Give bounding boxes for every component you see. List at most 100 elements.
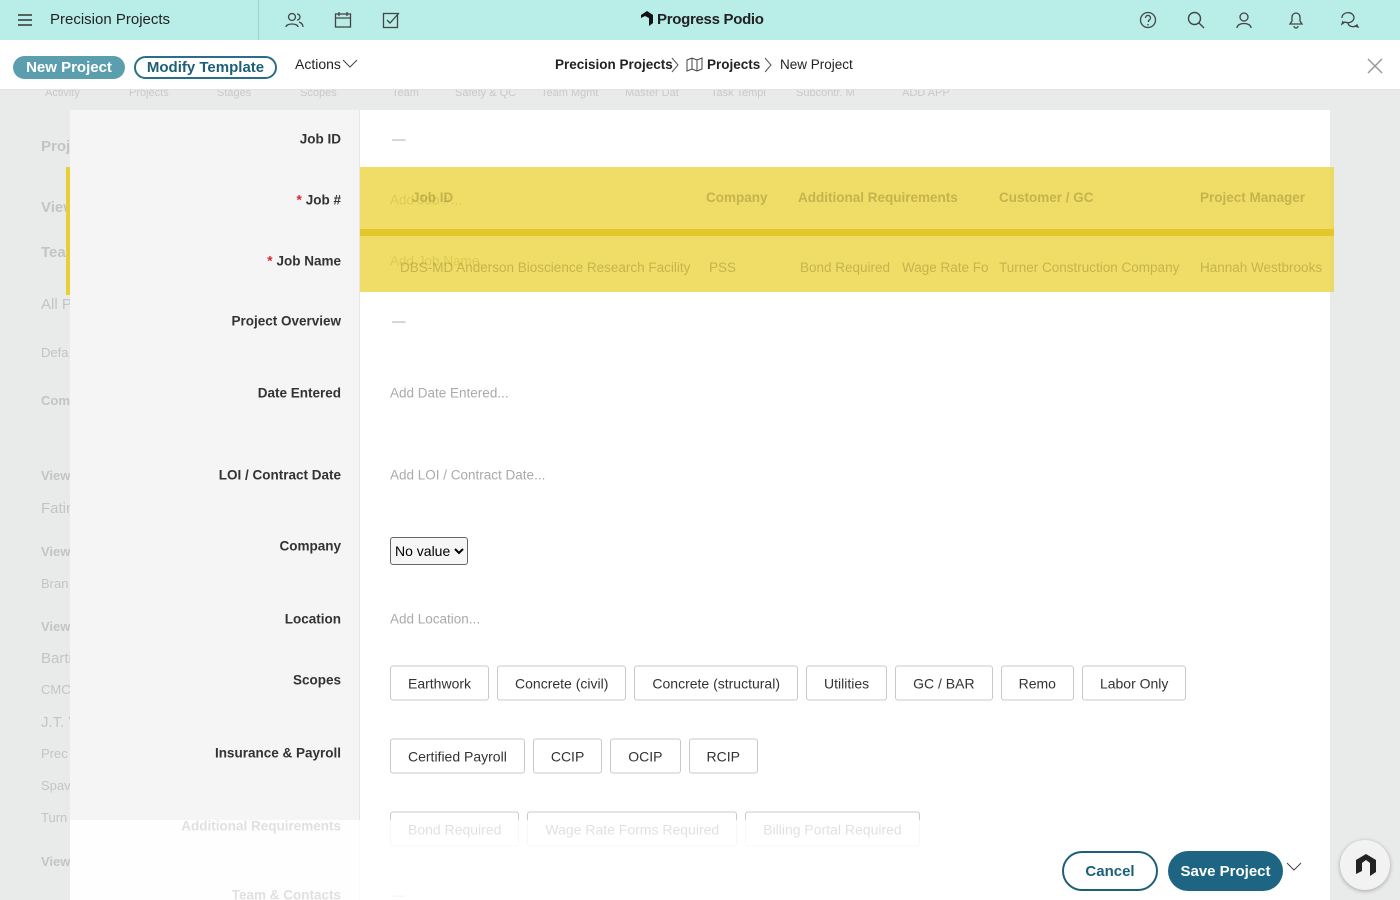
label-text: Job ID bbox=[299, 131, 341, 147]
help-icon[interactable] bbox=[1139, 11, 1157, 29]
cancel-button[interactable]: Cancel bbox=[1062, 851, 1158, 891]
label-text: LOI / Contract Date bbox=[218, 467, 341, 483]
field-label: Location bbox=[285, 612, 341, 627]
bg-sidebar-item: View bbox=[41, 854, 71, 869]
bg-sidebar-item: J.T. V bbox=[41, 714, 79, 731]
modify-template-button[interactable]: Modify Template bbox=[134, 56, 277, 79]
tasks-icon[interactable] bbox=[382, 11, 400, 29]
bg-sidebar-item: Fatin bbox=[41, 500, 75, 517]
label-text: Date Entered bbox=[257, 385, 341, 401]
bg-sidebar-item: All P bbox=[41, 296, 72, 313]
field-label: * Job # bbox=[296, 193, 341, 208]
brand-logo bbox=[641, 11, 653, 26]
option-chip[interactable]: Concrete (structural) bbox=[634, 665, 798, 701]
field-label: Scopes bbox=[293, 673, 341, 688]
bg-tab: Subcontr. M bbox=[796, 87, 855, 99]
bg-tab: Activity bbox=[45, 87, 80, 99]
chip-group: Certified Payroll CCIP OCIP RCIP bbox=[390, 738, 758, 774]
bg-sidebar-item: Proj bbox=[41, 138, 71, 155]
bg-sidebar-item: View bbox=[41, 544, 71, 559]
option-chip[interactable]: Remo bbox=[1000, 665, 1074, 701]
new-project-button[interactable]: New Project bbox=[13, 56, 125, 79]
bg-tab: Task Templ bbox=[711, 87, 766, 99]
bg-sidebar-item: Barti bbox=[41, 650, 72, 667]
field-label: Insurance & Payroll bbox=[215, 746, 341, 761]
divider bbox=[258, 0, 259, 40]
label-text: Scopes bbox=[292, 672, 341, 688]
field-input[interactable]: Add LOI / Contract Date... bbox=[390, 467, 546, 483]
option-chip[interactable]: CCIP bbox=[532, 738, 603, 774]
chevron-down bbox=[342, 59, 358, 68]
bg-tab: ADD APP bbox=[902, 87, 950, 99]
search-icon[interactable] bbox=[1187, 11, 1205, 29]
save-options-chevron[interactable] bbox=[1286, 862, 1302, 872]
bg-tab: Projects bbox=[129, 87, 169, 99]
label-text: Job # bbox=[305, 192, 341, 208]
required-mark: * bbox=[296, 192, 302, 208]
option-chip[interactable]: Certified Payroll bbox=[390, 738, 525, 774]
field-input[interactable]: Add Location... bbox=[390, 611, 481, 627]
field-label: Date Entered bbox=[258, 386, 341, 401]
bg-sidebar-item: Prec bbox=[41, 746, 68, 761]
bg-tab: Scopes bbox=[300, 87, 337, 99]
label-text: Company bbox=[279, 538, 341, 554]
chip-group: Earthwork Concrete (civil) Concrete (struc… bbox=[390, 665, 1187, 701]
people-icon[interactable] bbox=[285, 11, 305, 29]
option-chip[interactable]: Concrete (civil) bbox=[497, 665, 627, 701]
podio-assistant-button[interactable] bbox=[1340, 840, 1390, 890]
breadcrumb-current: New Project bbox=[780, 57, 853, 72]
option-chip[interactable]: Earthwork bbox=[390, 665, 490, 701]
option-chip[interactable]: GC / BAR bbox=[895, 665, 993, 701]
field-value: — bbox=[392, 313, 406, 329]
background-app: Activity Projects Stages Scopes Team Safety &… bbox=[0, 87, 1400, 900]
bg-sidebar-item: View bbox=[41, 468, 71, 483]
bg-sidebar-item: CMC bbox=[41, 682, 71, 697]
label-column: Job ID * Job # * Job Name Project Overview Dat… bbox=[70, 110, 360, 900]
notifications-icon[interactable] bbox=[1287, 10, 1305, 29]
bg-tab: Team bbox=[392, 87, 419, 99]
bg-tab: Safety & QC bbox=[455, 87, 517, 99]
bg-sidebar-item: Defa bbox=[41, 345, 69, 360]
form-footer: Cancel Save Project bbox=[70, 820, 1330, 900]
close-button[interactable] bbox=[1367, 58, 1383, 74]
chat-icon[interactable] bbox=[1340, 10, 1360, 29]
field-label: LOI / Contract Date bbox=[219, 468, 341, 483]
option-chip[interactable]: OCIP bbox=[610, 738, 681, 774]
podio-logo bbox=[1356, 854, 1376, 876]
bg-sidebar-item: Com bbox=[41, 393, 70, 408]
calendar-icon[interactable] bbox=[334, 11, 352, 29]
toolbar: New Project Modify Template Actions Prec… bbox=[0, 40, 1400, 90]
field-value: — bbox=[392, 131, 406, 147]
app-title[interactable]: Precision Projects bbox=[50, 11, 171, 28]
company-select-wrap: No value bbox=[390, 537, 468, 565]
company-select[interactable]: No value bbox=[390, 537, 468, 565]
breadcrumb-item[interactable]: Precision Projects bbox=[555, 57, 673, 72]
menu-icon[interactable] bbox=[17, 12, 33, 28]
actions-menu[interactable]: Actions bbox=[295, 56, 341, 72]
bg-sidebar-item: Turn bbox=[41, 810, 68, 825]
label-text: Job Name bbox=[276, 253, 341, 269]
required-mark: * bbox=[267, 253, 273, 269]
save-project-button[interactable]: Save Project bbox=[1168, 851, 1283, 891]
drag-highlight bbox=[360, 167, 1334, 292]
option-chip[interactable]: Labor Only bbox=[1081, 665, 1187, 701]
breadcrumb-item[interactable]: Projects bbox=[707, 57, 761, 72]
profile-icon[interactable] bbox=[1235, 11, 1253, 29]
top-bar: Precision Projects Progress Podio bbox=[0, 0, 1400, 40]
bg-sidebar-item: Bran bbox=[41, 576, 69, 591]
label-text: Location bbox=[284, 611, 341, 627]
bg-sidebar-item: Spav bbox=[41, 778, 71, 793]
brand: Progress Podio bbox=[657, 11, 764, 28]
bg-tab: Stages bbox=[217, 87, 252, 99]
option-chip[interactable]: RCIP bbox=[688, 738, 758, 774]
label-text: Project Overview bbox=[231, 313, 341, 329]
breadcrumb-separator bbox=[764, 57, 772, 73]
option-chip[interactable]: Utilities bbox=[805, 665, 888, 701]
highlight-stripe bbox=[360, 229, 1334, 236]
field-label: Project Overview bbox=[231, 314, 341, 329]
breadcrumb-separator bbox=[671, 57, 679, 73]
label-text: Insurance & Payroll bbox=[214, 745, 341, 761]
field-input[interactable]: Add Date Entered... bbox=[390, 385, 509, 401]
field-label: Job ID bbox=[300, 132, 341, 147]
